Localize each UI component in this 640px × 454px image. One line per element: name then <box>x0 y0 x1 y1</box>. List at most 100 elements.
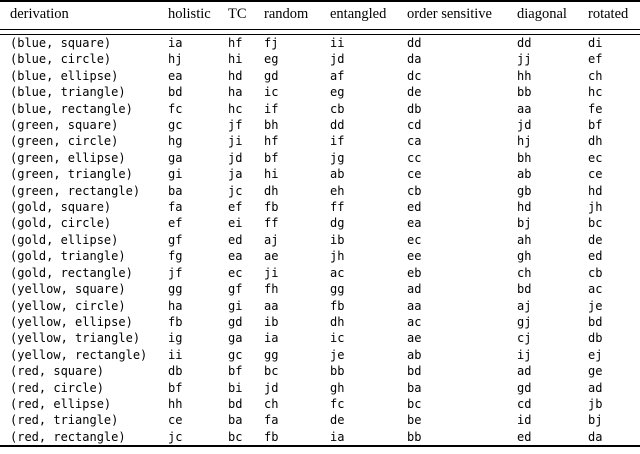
table-row: (green, triangle) gi ja hi ab ce ab ce <box>0 166 640 182</box>
value-cell: ch <box>264 396 279 411</box>
value-cell: gi <box>228 298 243 313</box>
value-cell: ia <box>264 331 279 346</box>
column-header-entangled: entangled <box>330 1 407 30</box>
table-row: (yellow, ellipse) fb gd ib dh ac gj bd <box>0 314 640 330</box>
value-cell: ae <box>407 331 422 346</box>
value-cell: ji <box>264 265 279 280</box>
value-cell: ef <box>588 52 603 67</box>
value-cell: if <box>264 101 279 116</box>
derivation-cell: (yellow, ellipse) <box>10 314 133 329</box>
value-cell: dc <box>407 68 422 83</box>
value-cell: jg <box>330 150 345 165</box>
value-cell: je <box>588 298 603 313</box>
value-cell: bc <box>228 429 243 444</box>
value-cell: db <box>407 101 422 116</box>
value-cell: ba <box>407 380 422 395</box>
derivation-cell: (yellow, triangle) <box>10 331 141 346</box>
value-cell: jh <box>330 249 345 264</box>
value-cell: bb <box>517 85 532 100</box>
value-cell: ea <box>228 249 243 264</box>
value-cell: ia <box>330 429 345 444</box>
value-cell: dh <box>588 134 603 149</box>
value-cell: gj <box>517 314 532 329</box>
table-row: (blue, ellipse) ea hd gd af dc hh ch <box>0 68 640 84</box>
derivation-cell: (blue, rectangle) <box>10 101 133 116</box>
value-cell: ae <box>264 249 279 264</box>
value-cell: gd <box>228 314 243 329</box>
value-cell: bh <box>517 150 532 165</box>
value-cell: ib <box>264 314 279 329</box>
derivation-cell: (gold, square) <box>10 200 112 215</box>
value-cell: di <box>588 36 603 50</box>
value-cell: fe <box>588 101 603 116</box>
value-cell: jd <box>330 52 345 67</box>
value-cell: bd <box>228 396 243 411</box>
value-cell: ec <box>228 265 243 280</box>
value-cell: ja <box>228 167 243 182</box>
value-cell: ef <box>228 200 243 215</box>
value-cell: fg <box>168 249 183 264</box>
value-cell: bj <box>517 216 532 231</box>
value-cell: aa <box>407 298 422 313</box>
value-cell: eb <box>407 265 422 280</box>
value-cell: fb <box>330 298 345 313</box>
value-cell: ed <box>407 200 422 215</box>
value-cell: fj <box>264 36 279 50</box>
value-cell: hd <box>228 68 243 83</box>
value-cell: fa <box>264 413 279 428</box>
value-cell: ed <box>228 232 243 247</box>
value-cell: hc <box>588 85 603 100</box>
value-cell: gf <box>168 232 183 247</box>
value-cell: ad <box>517 364 532 379</box>
value-cell: jj <box>517 52 532 67</box>
value-cell: ec <box>407 232 422 247</box>
value-cell: db <box>168 364 183 379</box>
value-cell: ij <box>517 347 532 362</box>
derivation-cell: (gold, rectangle) <box>10 265 133 280</box>
value-cell: ea <box>407 216 422 231</box>
value-cell: hg <box>168 134 183 149</box>
value-cell: da <box>588 429 603 444</box>
value-cell: ba <box>228 413 243 428</box>
value-cell: hc <box>228 101 243 116</box>
value-cell: ic <box>330 331 345 346</box>
value-cell: ga <box>228 331 243 346</box>
value-cell: bh <box>264 118 279 133</box>
value-cell: ic <box>264 85 279 100</box>
table-body: (blue, square) ia hf fj ii dd dd di (blue, circl… <box>0 29 640 447</box>
value-cell: fa <box>168 200 183 215</box>
derivation-cell: (blue, ellipse) <box>10 68 119 83</box>
value-cell: jf <box>168 265 183 280</box>
derivation-cell: (yellow, square) <box>10 282 126 297</box>
table-row: (red, triangle) ce ba fa de be id bj <box>0 412 640 428</box>
value-cell: gi <box>168 167 183 182</box>
value-cell: dd <box>407 36 422 50</box>
derivation-cell: (green, rectangle) <box>10 183 141 198</box>
table-row: (yellow, circle) ha gi aa fb aa aj je <box>0 298 640 314</box>
value-cell: ji <box>228 134 243 149</box>
value-cell: hi <box>228 52 243 67</box>
value-cell: gf <box>228 282 243 297</box>
value-cell: aa <box>517 101 532 116</box>
value-cell: jc <box>228 183 243 198</box>
value-cell: bc <box>588 216 603 231</box>
value-cell: dg <box>330 216 345 231</box>
value-cell: de <box>330 413 345 428</box>
value-cell: cb <box>407 183 422 198</box>
value-cell: hj <box>517 134 532 149</box>
value-cell: ad <box>407 282 422 297</box>
value-cell: hd <box>517 200 532 215</box>
value-cell: cd <box>407 118 422 133</box>
derivation-cell: (green, circle) <box>10 134 119 149</box>
value-cell: ee <box>407 249 422 264</box>
value-cell: ib <box>330 232 345 247</box>
value-cell: be <box>407 413 422 428</box>
table-header: derivation holistic TC random entangled order… <box>0 1 640 30</box>
value-cell: ec <box>588 150 603 165</box>
table-row: (gold, circle) ef ei ff dg ea bj bc <box>0 215 640 231</box>
value-cell: bd <box>168 85 183 100</box>
value-cell: cb <box>588 265 603 280</box>
value-cell: aj <box>264 232 279 247</box>
double-rule <box>0 29 640 35</box>
